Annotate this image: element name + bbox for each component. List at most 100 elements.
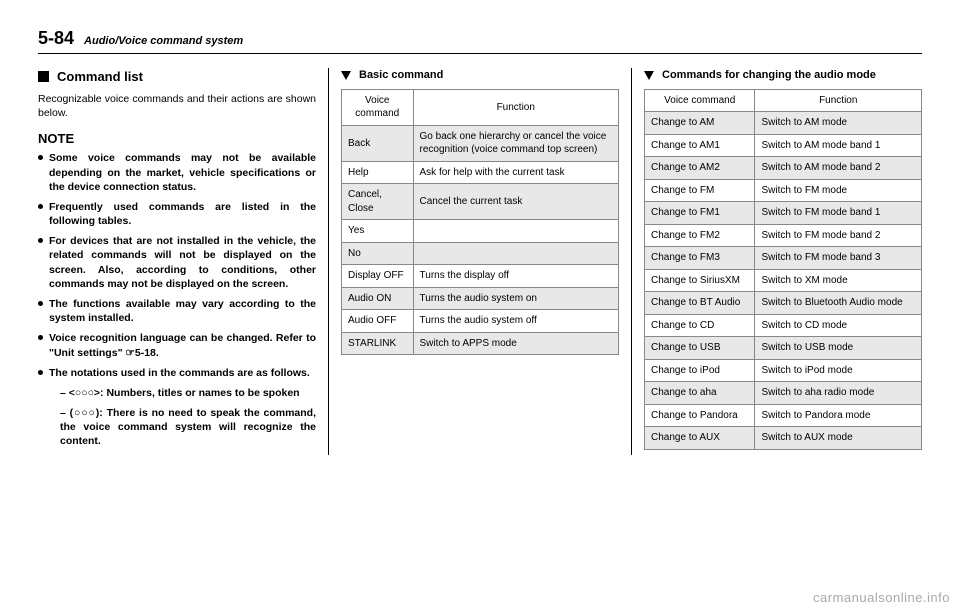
table-cell: Cancel, Close (342, 184, 414, 220)
note-text: For devices that are not installed in th… (49, 234, 316, 291)
table-row: Change to ahaSwitch to aha radio mode (645, 382, 922, 405)
content-columns: Command list Recognizable voice commands… (38, 68, 922, 455)
table-cell: Switch to USB mode (755, 337, 922, 360)
table-cell: Cancel the current task (413, 184, 618, 220)
table-cell: Change to BT Audio (645, 292, 755, 315)
note-item: Some voice commands may not be available… (38, 151, 316, 194)
basic-command-tbody: BackGo back one hierarchy or cancel the … (342, 125, 619, 355)
table-row: Change to FMSwitch to FM mode (645, 179, 922, 202)
table-cell: Switch to AM mode band 1 (755, 134, 922, 157)
bullet-icon (38, 335, 43, 340)
table-row: Change to USBSwitch to USB mode (645, 337, 922, 360)
heading-row: Commands for changing the audio mode (644, 68, 922, 83)
table-row: Display OFFTurns the display off (342, 265, 619, 288)
table-row: No (342, 242, 619, 265)
bullet-icon (38, 204, 43, 209)
heading-basic-command: Basic command (359, 68, 443, 83)
heading-row: Basic command (341, 68, 619, 83)
table-header: Function (413, 89, 618, 125)
table-cell: Switch to FM mode band 2 (755, 224, 922, 247)
table-row: Change to FM2Switch to FM mode band 2 (645, 224, 922, 247)
table-row: Audio OFFTurns the audio system off (342, 310, 619, 333)
note-text: Some voice commands may not be available… (49, 151, 316, 194)
table-row: Change to SiriusXMSwitch to XM mode (645, 269, 922, 292)
heading-audio-mode: Commands for changing the audio mode (662, 68, 876, 83)
manual-page: 5-84 Audio/Voice command system Command … (0, 0, 960, 455)
audio-mode-tbody: Change to AMSwitch to AM modeChange to A… (645, 112, 922, 450)
table-header: Voice command (645, 89, 755, 112)
table-cell: Turns the display off (413, 265, 618, 288)
table-cell: Change to AM2 (645, 157, 755, 180)
table-row: STARLINKSwitch to APPS mode (342, 332, 619, 355)
table-cell: Switch to iPod mode (755, 359, 922, 382)
table-row: Change to AMSwitch to AM mode (645, 112, 922, 135)
note-item: Voice recognition language can be change… (38, 331, 316, 359)
table-row: HelpAsk for help with the current task (342, 161, 619, 184)
table-cell: Switch to AM mode band 2 (755, 157, 922, 180)
table-cell: Ask for help with the current task (413, 161, 618, 184)
table-row: Change to AUXSwitch to AUX mode (645, 427, 922, 450)
table-cell: Switch to aha radio mode (755, 382, 922, 405)
bullet-icon (38, 238, 43, 243)
table-cell: Switch to CD mode (755, 314, 922, 337)
bullet-icon (38, 370, 43, 375)
table-row: Cancel, CloseCancel the current task (342, 184, 619, 220)
table-row: Change to FM3Switch to FM mode band 3 (645, 247, 922, 270)
note-text: The notations used in the commands are a… (49, 366, 310, 380)
table-cell: Change to AUX (645, 427, 755, 450)
table-cell: Audio OFF (342, 310, 414, 333)
subnote-text: – (○○○): There is no need to speak the c… (60, 406, 316, 449)
table-row: BackGo back one hierarchy or cancel the … (342, 125, 619, 161)
table-cell: Change to FM3 (645, 247, 755, 270)
subnote-text: – <○○○>: Numbers, titles or names to be … (60, 386, 316, 400)
table-row: Change to PandoraSwitch to Pandora mode (645, 404, 922, 427)
basic-command-table: Voice command Function BackGo back one h… (341, 89, 619, 356)
table-row: Change to iPodSwitch to iPod mode (645, 359, 922, 382)
heading-command-list: Command list (57, 68, 143, 86)
section-title: Audio/Voice command system (84, 35, 243, 47)
heading-row: Command list (38, 68, 316, 86)
table-cell: Switch to FM mode band 3 (755, 247, 922, 270)
column-1: Command list Recognizable voice commands… (38, 68, 329, 455)
table-cell: Change to AM1 (645, 134, 755, 157)
table-cell: No (342, 242, 414, 265)
page-number: 5-84 (38, 28, 74, 49)
table-cell: Change to FM2 (645, 224, 755, 247)
table-cell: Change to FM1 (645, 202, 755, 225)
table-cell: Switch to Pandora mode (755, 404, 922, 427)
table-header: Voice command (342, 89, 414, 125)
intro-text: Recognizable voice commands and their ac… (38, 92, 316, 120)
table-cell: Change to FM (645, 179, 755, 202)
table-cell: Change to SiriusXM (645, 269, 755, 292)
note-text: Voice recognition language can be change… (49, 331, 316, 359)
table-cell: Change to Pandora (645, 404, 755, 427)
audio-mode-table: Voice command Function Change to AMSwitc… (644, 89, 922, 450)
table-cell: Turns the audio system off (413, 310, 618, 333)
note-label: NOTE (38, 130, 316, 148)
table-cell: Switch to Bluetooth Audio mode (755, 292, 922, 315)
column-3: Commands for changing the audio mode Voi… (632, 68, 922, 455)
table-cell: Change to USB (645, 337, 755, 360)
table-cell: Display OFF (342, 265, 414, 288)
page-header: 5-84 Audio/Voice command system (38, 28, 922, 54)
watermark: carmanualsonline.info (813, 590, 950, 605)
table-row: Change to CDSwitch to CD mode (645, 314, 922, 337)
table-cell: Change to aha (645, 382, 755, 405)
table-cell: Go back one hierarchy or cancel the voic… (413, 125, 618, 161)
table-cell: Audio ON (342, 287, 414, 310)
note-item: Frequently used commands are listed in t… (38, 200, 316, 228)
note-item: The notations used in the commands are a… (38, 366, 316, 380)
table-cell: Switch to AM mode (755, 112, 922, 135)
table-cell: Switch to AUX mode (755, 427, 922, 450)
table-cell: Back (342, 125, 414, 161)
table-row: Yes (342, 220, 619, 243)
table-cell: Turns the audio system on (413, 287, 618, 310)
table-row: Audio ONTurns the audio system on (342, 287, 619, 310)
table-cell: Switch to XM mode (755, 269, 922, 292)
bullet-icon (38, 155, 43, 160)
table-row: Change to AM2Switch to AM mode band 2 (645, 157, 922, 180)
note-item: For devices that are not installed in th… (38, 234, 316, 291)
table-cell: Change to AM (645, 112, 755, 135)
table-cell: Help (342, 161, 414, 184)
table-cell (413, 242, 618, 265)
